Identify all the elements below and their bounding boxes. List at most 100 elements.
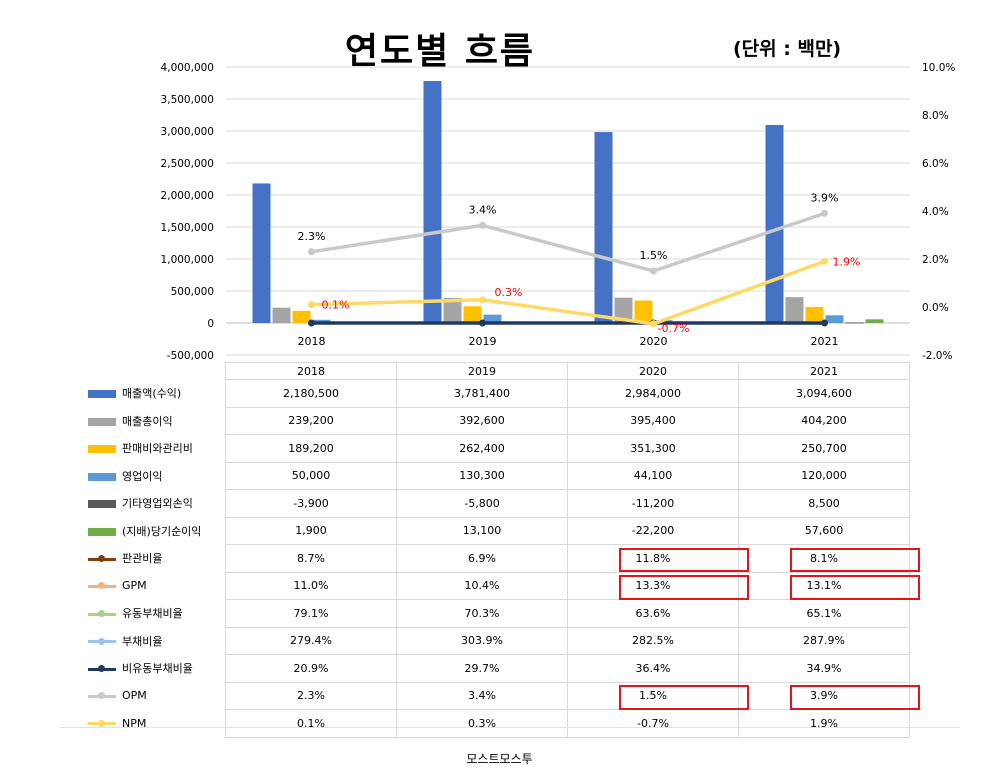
table-cell: 1.9% (738, 709, 910, 738)
y-tick-label: 2,000,000 (161, 190, 214, 202)
legend-key (88, 500, 116, 509)
table-row-label: 매출액(수익) (88, 379, 226, 407)
table-row-label: 유동부채비율 (88, 599, 226, 627)
y-tick-label: 0 (207, 318, 214, 330)
y-tick-label: 4,000,000 (161, 62, 214, 74)
table-cell: 8,500 (738, 489, 910, 518)
series-marker (479, 221, 486, 229)
table-cell: 189,200 (225, 434, 397, 463)
table-cell: 1,900 (225, 516, 397, 545)
table-row: 매출총이익 239,200 392,600 395,400 404,200 (88, 406, 910, 435)
legend-key (88, 527, 116, 536)
chart-title: 연도별 흐름 (344, 31, 536, 72)
bar (463, 306, 482, 323)
table-cell: 3.4% (396, 681, 568, 710)
table-cell: 20.9% (225, 654, 397, 683)
legend-label: 영업이익 (122, 469, 163, 483)
table-row: 비유동부채비율 20.9% 29.7% 36.4% 34.9% (88, 654, 910, 683)
table-row-label: 매출총이익 (88, 407, 226, 435)
table-cell: 392,600 (396, 406, 568, 435)
legend-label: GPM (122, 579, 147, 593)
table-header-cell: 2021 (738, 362, 910, 380)
table-row-label: 부채비율 (88, 627, 226, 655)
table-cell: 239,200 (225, 406, 397, 435)
legend-label: 부채비율 (122, 634, 163, 648)
y2-tick-label: -2.0% (922, 350, 952, 362)
legend-key (88, 610, 116, 618)
legend-key (88, 472, 116, 481)
table-header-cell: 2018 (225, 362, 397, 380)
legend-label: 매출액(수익) (122, 387, 182, 401)
legend-marker (98, 555, 105, 563)
bar (614, 297, 633, 323)
series-marker (821, 319, 828, 327)
table-row-label: 비유동부채비율 (88, 654, 226, 682)
table-row: 매출액(수익) 2,180,500 3,781,400 2,984,000 3,094,… (88, 379, 910, 408)
table-row: 유동부채비율 79.1% 70.3% 63.6% 65.1% (88, 599, 910, 628)
y-tick-label: 500,000 (171, 286, 214, 298)
table-row-label: OPM (88, 682, 226, 710)
highlight-box (790, 575, 920, 600)
highlight-box (619, 575, 749, 600)
legend-key (88, 417, 116, 426)
table-cell: 0.1% (225, 709, 397, 738)
legend-label: 판관비율 (122, 552, 163, 566)
series-marker (479, 319, 486, 327)
series-marker (308, 248, 315, 256)
y-tick-label: 1,500,000 (161, 222, 214, 234)
series-marker (821, 257, 828, 265)
table-row: 판매비와관리비 189,200 262,400 351,300 250,700 (88, 434, 910, 463)
legend-label: 판매비와관리비 (122, 442, 193, 456)
table-cell: 11.0% (225, 571, 397, 600)
legend-key (88, 390, 116, 399)
highlight-box (790, 685, 920, 710)
x-tick-label: 2019 (469, 335, 497, 348)
table-row: 기타영업외손익 -3,900 -5,800 -11,200 8,500 (88, 489, 910, 518)
footer-divider (60, 727, 960, 728)
legend-label: 유동부채비율 (122, 607, 183, 621)
y2-tick-label: 10.0% (922, 62, 955, 74)
combo-chart: 4,000,000 3,500,000 3,000,000 2,500,000 2,00… (161, 62, 956, 362)
table-cell: 250,700 (738, 434, 910, 463)
bar (785, 297, 804, 323)
table-cell: 404,200 (738, 406, 910, 435)
series-marker (308, 319, 315, 327)
table-cell: 29.7% (396, 654, 568, 683)
legend-key (88, 665, 116, 673)
table-cell: 79.1% (225, 599, 397, 628)
table-cell: 2,180,500 (225, 379, 397, 408)
series-line (311, 211, 826, 273)
table-cell: -5,800 (396, 489, 568, 518)
data-label: 1.9% (833, 255, 861, 268)
table-cell: 2,984,000 (567, 379, 739, 408)
table-cell: 3,781,400 (396, 379, 568, 408)
table-corner (88, 363, 226, 380)
table-cell: 282.5% (567, 626, 739, 655)
y-tick-label: 3,000,000 (161, 126, 214, 138)
table-cell: 34.9% (738, 654, 910, 683)
y2-tick-label: 4.0% (922, 206, 949, 218)
series-line (311, 259, 826, 326)
bar (825, 315, 844, 323)
table-cell: 8.7% (225, 544, 397, 573)
bar (423, 80, 442, 323)
y-tick-label: 2,500,000 (161, 158, 214, 170)
table-cell: 287.9% (738, 626, 910, 655)
highlight-box (619, 547, 749, 572)
data-label: 0.1% (322, 299, 350, 312)
legend-marker (98, 692, 105, 700)
series-marker (650, 320, 657, 328)
table-cell: -3,900 (225, 489, 397, 518)
bar (443, 297, 462, 323)
table-cell: 44,100 (567, 461, 739, 490)
table-cell: 3,094,600 (738, 379, 910, 408)
table-cell: 130,300 (396, 461, 568, 490)
legend-label: OPM (122, 689, 147, 703)
legend-label: 매출총이익 (122, 414, 173, 428)
table-row-label: 판관비율 (88, 544, 226, 572)
unit-label: (단위 : 백만) (733, 38, 842, 60)
series-marker (308, 301, 315, 309)
bar (805, 306, 824, 323)
table-row-label: GPM (88, 572, 226, 600)
x-tick-label: 2018 (298, 335, 326, 348)
